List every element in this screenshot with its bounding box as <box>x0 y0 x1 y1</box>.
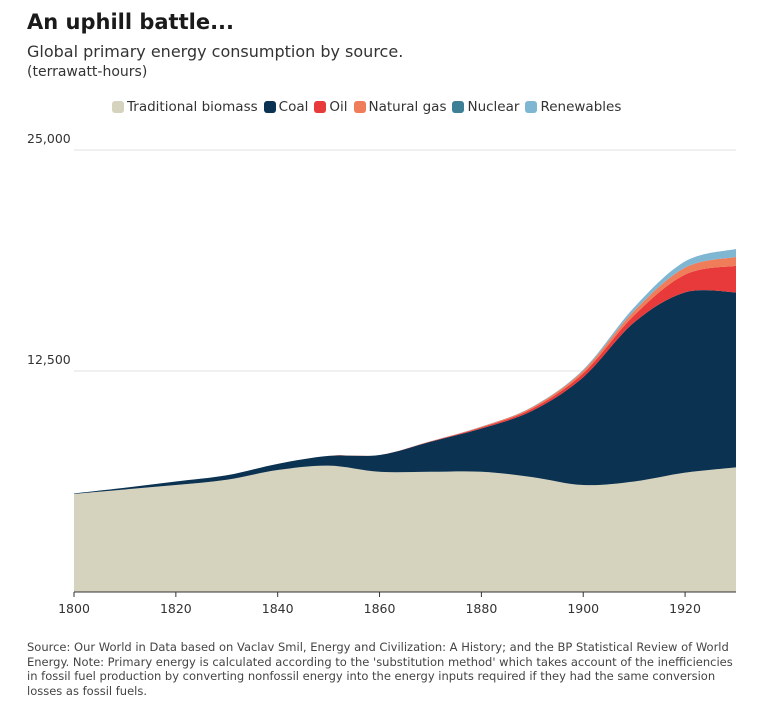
area-natural-gas <box>74 256 736 494</box>
x-tick-label: 1880 <box>465 601 497 616</box>
legend-label: Natural gas <box>368 99 447 115</box>
legend-swatch <box>314 101 327 113</box>
legend-swatch <box>263 101 276 113</box>
legend-swatch <box>525 101 538 113</box>
x-tick-label: 1900 <box>567 601 599 616</box>
legend-label: Coal <box>278 99 309 115</box>
x-tick-label: 1820 <box>160 601 192 616</box>
legend-swatch <box>112 101 124 113</box>
legend: Traditional biomass Coal Oil Natural gas Nuc… <box>112 99 627 115</box>
legend-item: Natural gas <box>353 99 447 115</box>
legend-item: Traditional biomass <box>112 99 258 115</box>
area-traditional-biomass <box>74 465 736 592</box>
chart-unit: (terrawatt-hours) <box>27 64 148 80</box>
legend-swatch <box>353 101 366 113</box>
area-renewables <box>74 249 736 494</box>
legend-label: Renewables <box>540 99 622 115</box>
x-tick-label: 1840 <box>262 601 294 616</box>
y-tick-label: 12,500 <box>27 352 71 367</box>
legend-label: Traditional biomass <box>127 99 258 115</box>
legend-label: Nuclear <box>467 99 520 115</box>
x-tick-label: 1800 <box>58 601 90 616</box>
legend-item: Oil <box>314 99 348 115</box>
legend-item: Nuclear <box>452 99 519 115</box>
chart-subtitle: Global primary energy consumption by sou… <box>27 42 404 61</box>
legend-item: Renewables <box>525 99 621 115</box>
x-tick-label: 1860 <box>364 601 396 616</box>
source-note: Source: Our World in Data based on Vacla… <box>27 640 733 698</box>
area-oil <box>74 265 736 494</box>
y-tick-label: 25,000 <box>27 131 71 146</box>
legend-swatch <box>452 101 465 113</box>
legend-label: Oil <box>329 99 348 115</box>
legend-item: Coal <box>263 99 309 115</box>
chart-title: An uphill battle... <box>27 10 235 34</box>
x-tick-label: 1920 <box>669 601 701 616</box>
area-coal <box>74 290 736 494</box>
